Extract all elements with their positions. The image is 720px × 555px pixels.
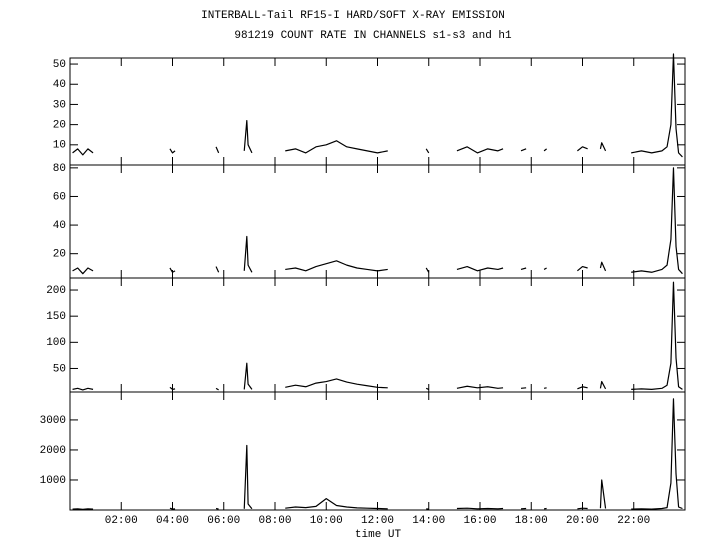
y-tick-label: 30 [53, 99, 66, 111]
x-tick-label: 16:00 [463, 515, 496, 527]
y-tick-label: 150 [46, 311, 66, 323]
panel-frame [69, 391, 686, 511]
x-tick-label: 04:00 [156, 515, 189, 527]
data-line [72, 281, 683, 391]
chart-title: INTERBALL-Tail RF15-I HARD/SOFT X-RAY EM… [201, 10, 505, 22]
y-tick-label: 200 [46, 285, 66, 297]
x-axis-label: time UT [355, 529, 402, 541]
y-tick-label: 50 [53, 363, 66, 375]
y-tick-label: 10 [53, 140, 66, 152]
y-tick-label: 3000 [40, 415, 66, 427]
x-tick-label: 08:00 [258, 515, 291, 527]
data-line [72, 398, 683, 510]
x-tick-label: 12:00 [361, 515, 394, 527]
panel-frame [69, 57, 686, 166]
x-tick-label: 14:00 [412, 515, 445, 527]
x-tick-label: 18:00 [515, 515, 548, 527]
y-tick-label: 60 [53, 191, 66, 203]
y-tick-label: 20 [53, 120, 66, 132]
x-tick-label: 20:00 [566, 515, 599, 527]
panel-frame [69, 277, 686, 393]
panel-frame [69, 164, 686, 279]
y-tick-label: 80 [53, 163, 66, 175]
x-tick-label: 10:00 [310, 515, 343, 527]
x-tick-label: 22:00 [617, 515, 650, 527]
y-tick-label: 100 [46, 337, 66, 349]
data-line [72, 53, 683, 158]
y-tick-label: 20 [53, 249, 66, 261]
x-tick-label: 06:00 [207, 515, 240, 527]
chart-subtitle: 981219 COUNT RATE IN CHANNELS s1-s3 and … [234, 30, 512, 42]
x-tick-label: 02:00 [105, 515, 138, 527]
y-tick-label: 1000 [40, 475, 66, 487]
data-line [72, 167, 683, 275]
y-tick-label: 40 [53, 220, 66, 232]
y-tick-label: 40 [53, 79, 66, 91]
y-tick-label: 50 [53, 59, 66, 71]
y-tick-label: 2000 [40, 445, 66, 457]
